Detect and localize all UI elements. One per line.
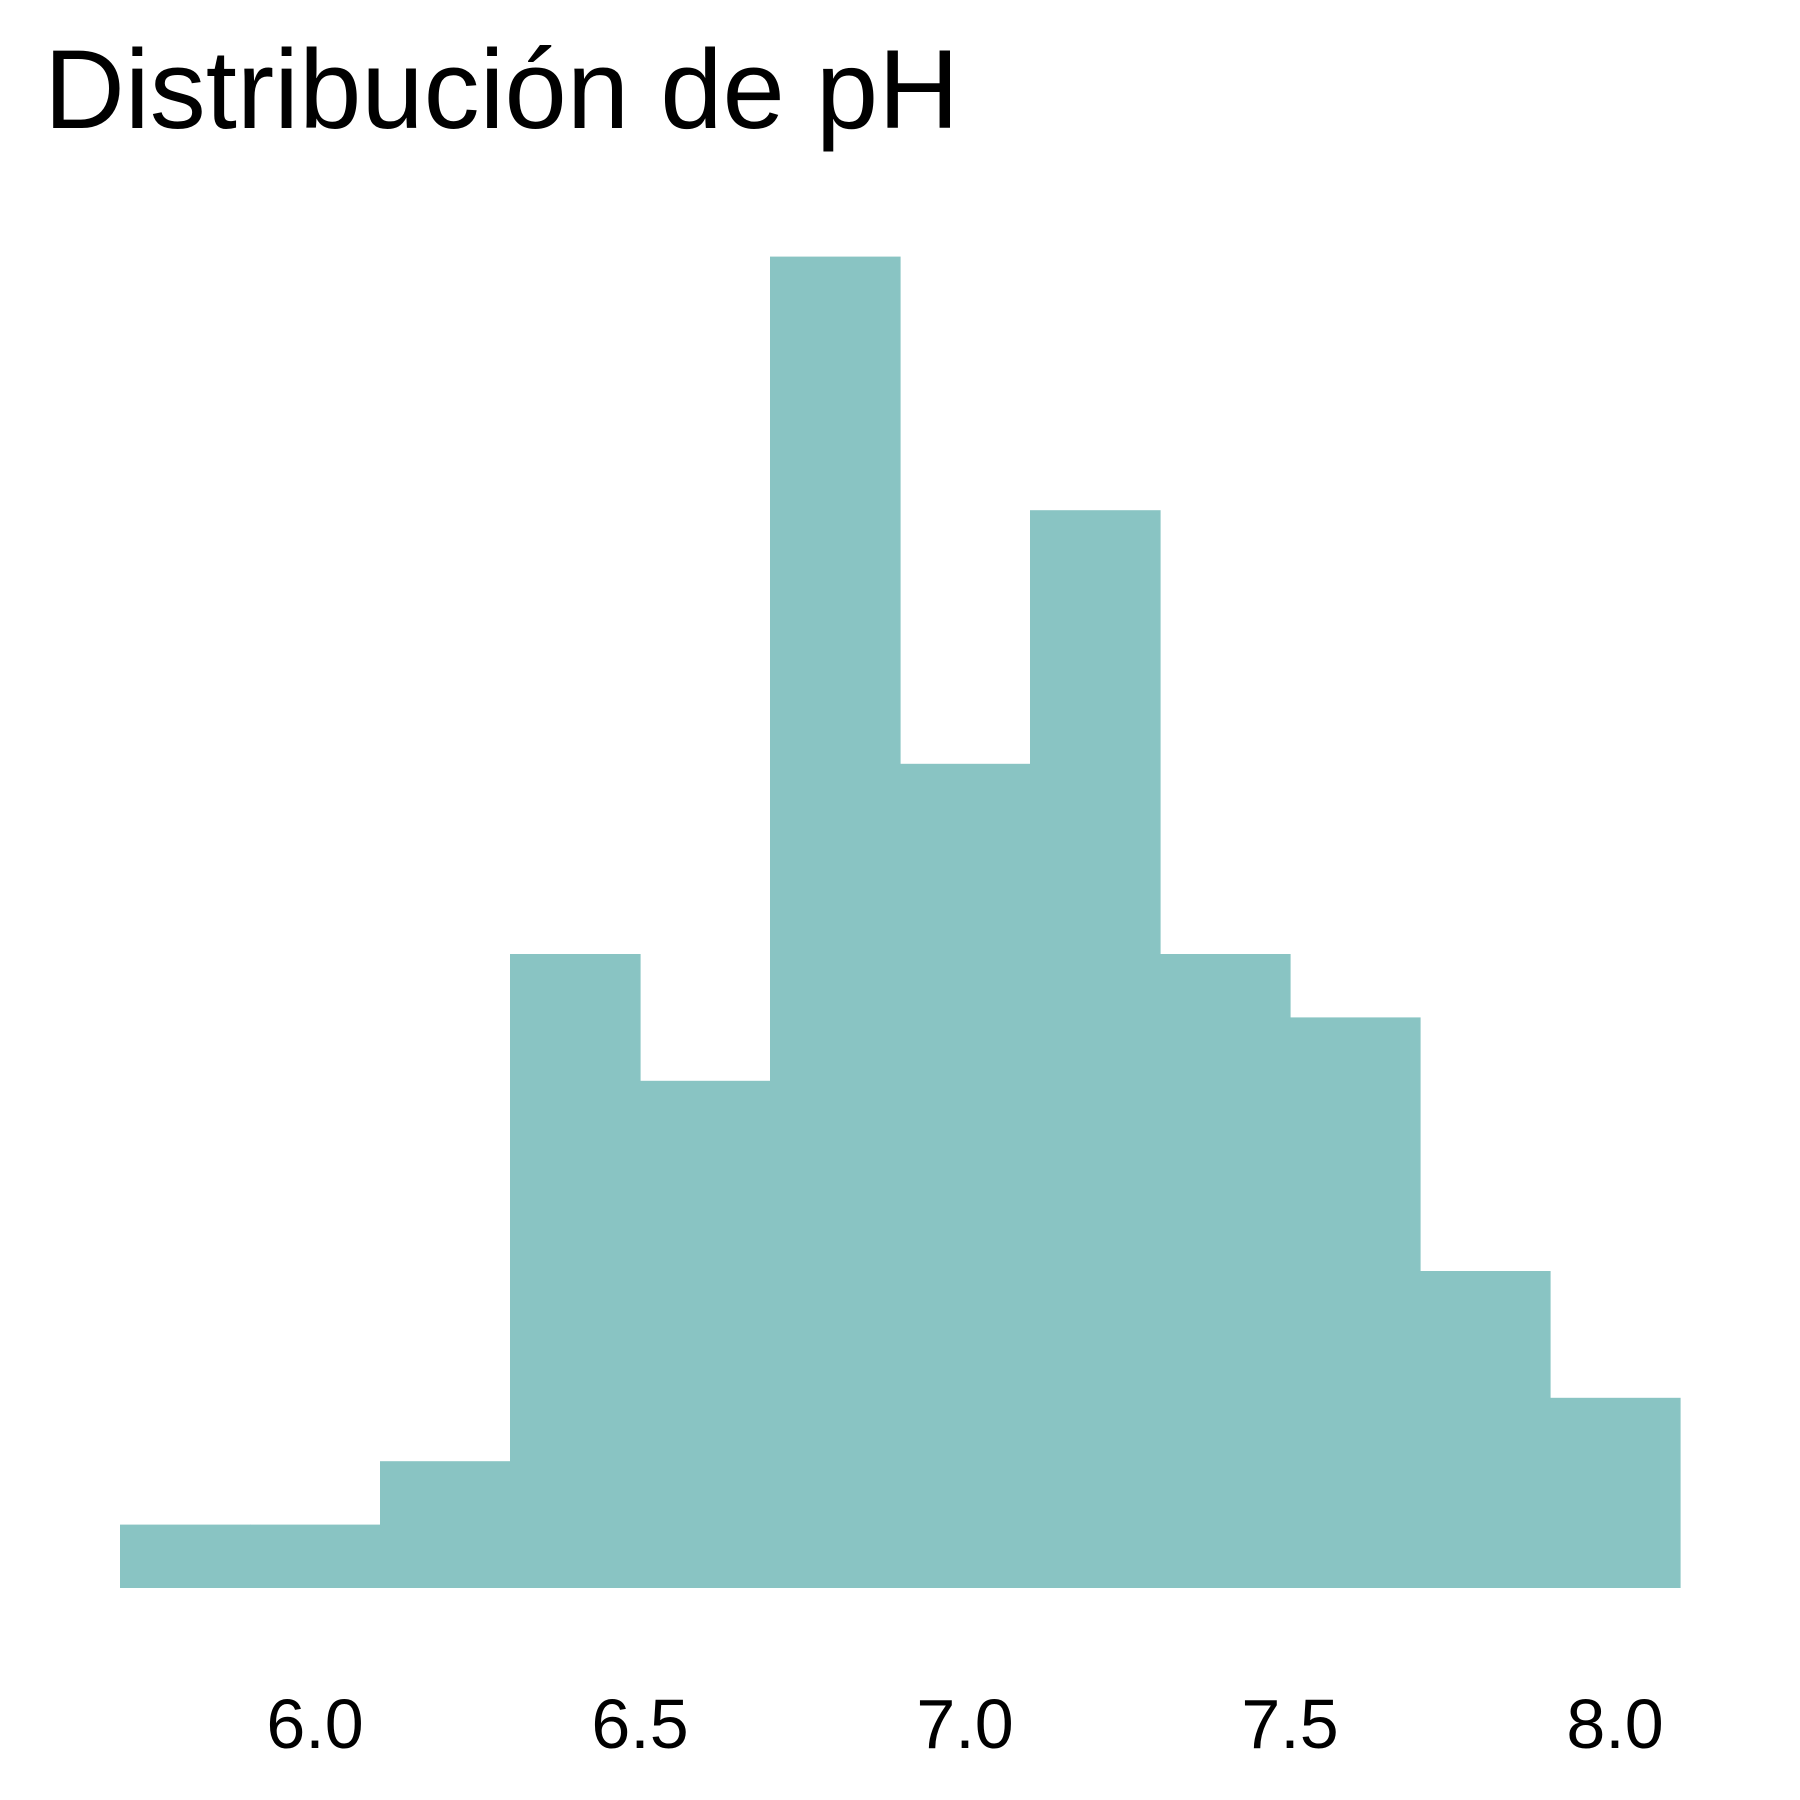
histogram-bar — [120, 1524, 251, 1588]
x-tick-label: 6.0 — [266, 1685, 363, 1763]
histogram-bar — [1420, 1271, 1551, 1588]
x-axis-tick-labels: 6.0 6.5 7.0 7.5 8.0 — [266, 1685, 1663, 1763]
histogram-bar — [1160, 954, 1291, 1588]
x-tick-label: 7.5 — [1241, 1685, 1338, 1763]
histogram-bar — [640, 1080, 771, 1588]
histogram-bars — [120, 256, 1681, 1589]
x-tick-label: 6.5 — [591, 1685, 688, 1763]
histogram-bar — [1290, 1017, 1421, 1588]
histogram-bar — [900, 763, 1031, 1588]
chart-title: Distribución de pH — [44, 27, 960, 152]
x-tick-label: 8.0 — [1566, 1685, 1663, 1763]
histogram-bar — [1030, 510, 1161, 1589]
histogram-bar — [770, 256, 901, 1589]
x-tick-label: 7.0 — [916, 1685, 1013, 1763]
histogram-bar — [510, 954, 641, 1588]
histogram-bar — [1550, 1397, 1681, 1588]
histogram-bar — [380, 1461, 511, 1588]
histogram-bar — [250, 1524, 381, 1588]
